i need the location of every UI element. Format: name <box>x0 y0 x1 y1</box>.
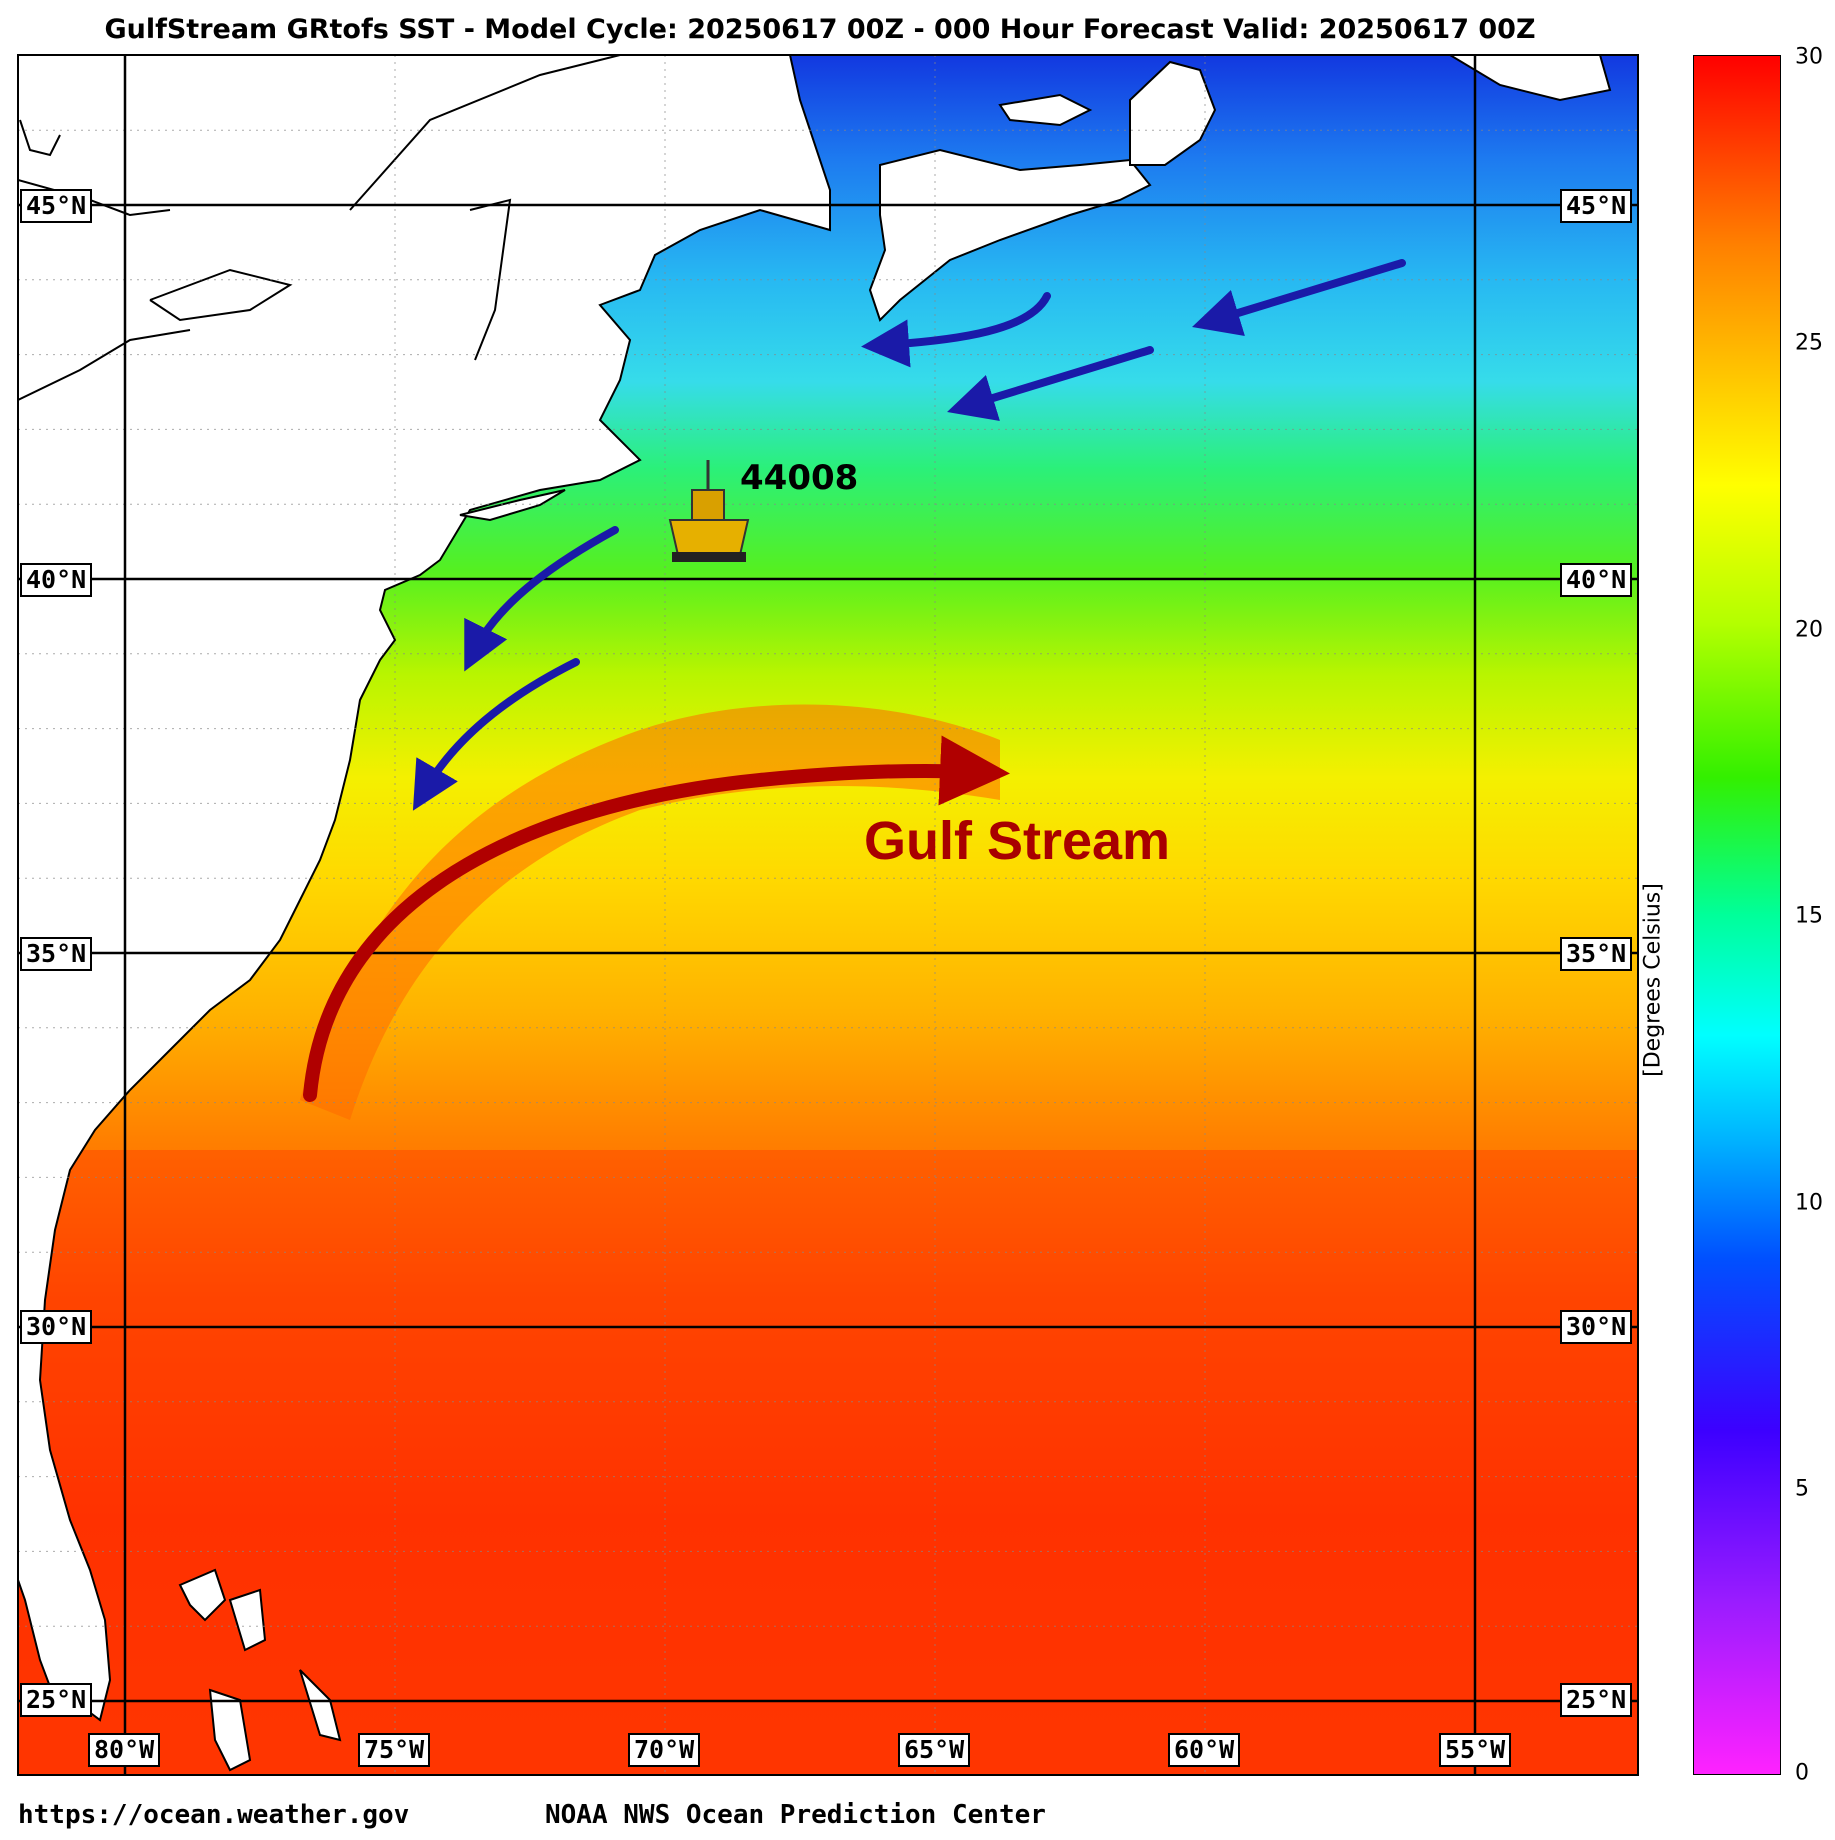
north-america-land <box>18 55 831 1722</box>
gulf-stream-label: Gulf Stream <box>864 811 1171 871</box>
footer-agency: NOAA NWS Ocean Prediction Center <box>545 1800 1046 1830</box>
colorbar-tick-15: 15 <box>1795 903 1823 929</box>
lon-label-60w: 60°W <box>1168 1733 1241 1767</box>
colorbar-tick-30: 30 <box>1795 44 1823 70</box>
lat-label-35n-right: 35°N <box>1560 937 1633 971</box>
gulf-stream-arrow <box>303 735 1010 1102</box>
lat-label-40n-left: 40°N <box>20 563 93 597</box>
gulf-stream-warm-band <box>300 704 1000 1120</box>
sst-colorbar <box>1693 55 1781 1775</box>
nova-scotia-land <box>868 148 1152 322</box>
major-grid <box>18 55 1638 1775</box>
colorbar-tick-5: 5 <box>1795 1476 1809 1502</box>
arrow-blue-1 <box>1192 259 1406 336</box>
southern-warm-pool <box>18 1150 1638 1775</box>
colorbar-tick-25: 25 <box>1795 330 1823 356</box>
bahamas-land <box>178 1568 342 1772</box>
arrow-blue-5 <box>412 658 580 811</box>
lat-label-45n-right: 45°N <box>1560 189 1633 223</box>
colorbar-tick-20: 20 <box>1795 617 1823 643</box>
buoy-id-label: 44008 <box>740 458 859 498</box>
lon-label-65w: 65°W <box>898 1733 971 1767</box>
lat-label-45n-left: 45°N <box>20 189 93 223</box>
footer-url: https://ocean.weather.gov <box>18 1800 410 1830</box>
buoy-icon <box>668 460 750 562</box>
cape-breton-land <box>1129 60 1217 166</box>
lat-label-40n-right: 40°N <box>1560 563 1633 597</box>
long-island-land <box>459 489 566 522</box>
lat-label-35n-left: 35°N <box>20 937 93 971</box>
lat-label-30n-left: 30°N <box>20 1310 93 1344</box>
lat-label-25n-left: 25°N <box>20 1683 93 1717</box>
arrow-blue-3 <box>947 346 1154 421</box>
map-frame <box>17 54 1639 1776</box>
lon-label-80w: 80°W <box>88 1733 161 1767</box>
newfoundland-land <box>1448 55 1612 102</box>
lon-label-75w: 75°W <box>358 1733 431 1767</box>
arrow-blue-4 <box>464 526 619 672</box>
lon-label-55w: 55°W <box>1439 1733 1512 1767</box>
colorbar-tick-0: 0 <box>1795 1760 1809 1786</box>
colorbar-tick-10: 10 <box>1795 1190 1823 1216</box>
colorbar-label: [Degrees Celsius] <box>1640 883 1666 1077</box>
lat-label-30n-right: 30°N <box>1560 1310 1633 1344</box>
arrow-blue-2 <box>861 292 1051 368</box>
labrador-current-arrows <box>412 259 1406 811</box>
lon-label-70w: 70°W <box>628 1733 701 1767</box>
map-title: GulfStream GRtofs SST - Model Cycle: 202… <box>104 14 1536 45</box>
lat-label-25n-right: 25°N <box>1560 1683 1633 1717</box>
pei-land <box>998 93 1093 127</box>
